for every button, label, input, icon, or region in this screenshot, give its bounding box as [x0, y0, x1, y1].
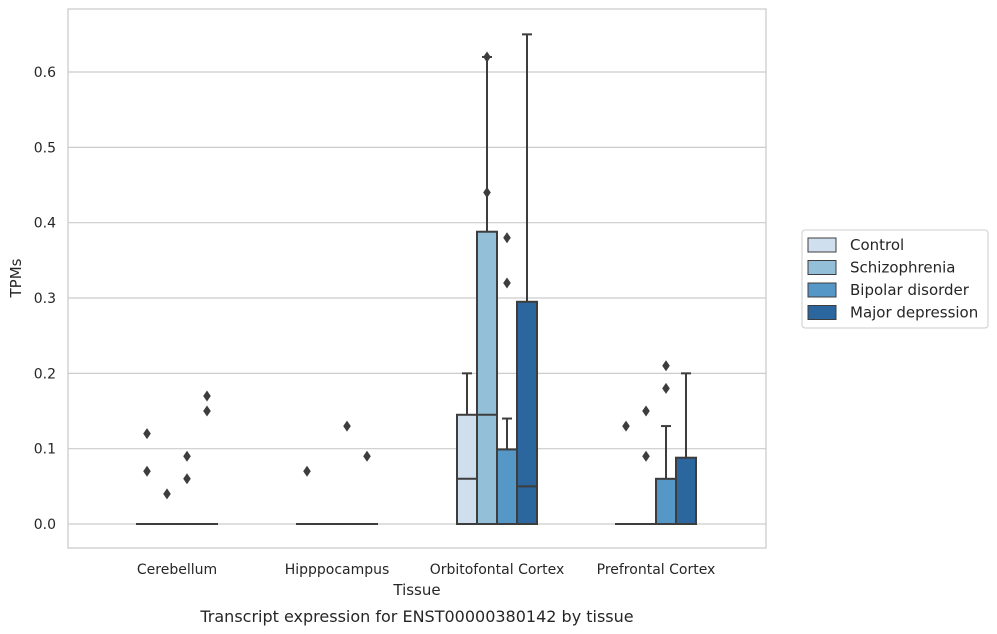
legend-label: Schizophrenia	[850, 259, 955, 277]
box-3-2	[516, 33, 538, 525]
outlier-marker	[622, 420, 630, 432]
box-1-3	[635, 405, 657, 526]
x-tick-label: Hipppocampus	[285, 562, 390, 578]
box-0-3	[615, 420, 637, 526]
outlier-marker	[363, 450, 371, 462]
gridlines	[68, 71, 766, 525]
legend-frame	[801, 229, 989, 329]
outlier-marker	[303, 465, 311, 477]
box-1-0	[156, 488, 178, 526]
outlier-marker	[203, 390, 211, 402]
box-body	[675, 456, 697, 525]
box-0-2	[456, 372, 478, 526]
box-body	[516, 300, 538, 525]
y-tick-label: 0.5	[34, 140, 56, 156]
outlier-marker	[662, 382, 670, 394]
chart-caption: Transcript expression for ENST0000038014…	[199, 607, 633, 626]
plot-area-frame	[67, 8, 767, 549]
legend-swatch	[807, 305, 837, 320]
outlier-marker	[503, 277, 511, 289]
box-body	[496, 448, 518, 526]
outlier-marker	[343, 420, 351, 432]
outlier-marker	[203, 405, 211, 417]
y-tick-label: 0.6	[34, 65, 56, 81]
y-axis-ticks: 0.0 0.1 0.2 0.3 0.4 0.5 0.6	[34, 65, 56, 533]
outlier-marker	[642, 450, 650, 462]
outlier-marker	[183, 450, 191, 462]
box-3-0	[196, 390, 218, 526]
box-2-2	[496, 232, 518, 526]
legend-swatch	[807, 282, 837, 298]
y-axis-title: TPMs	[7, 258, 25, 298]
outlier-marker	[642, 405, 650, 417]
outlier-marker	[143, 428, 151, 440]
outlier-marker	[503, 232, 511, 244]
box-3-1	[356, 450, 378, 526]
x-axis-title: Tissue	[392, 581, 440, 599]
legend-label: Major depression	[850, 304, 978, 322]
box-2-3	[655, 360, 677, 525]
box-1-2	[476, 51, 498, 525]
box-0-1	[296, 465, 318, 526]
legend: Control Schizophrenia Bipolar disorder Majo…	[801, 229, 989, 329]
legend-swatch	[807, 237, 837, 253]
legend-swatch	[807, 260, 837, 275]
outlier-marker	[183, 473, 191, 485]
box-3-3	[675, 372, 697, 525]
y-tick-label: 0.3	[34, 291, 56, 307]
legend-label: Control	[850, 236, 904, 254]
box-2-0	[176, 450, 198, 526]
legend-label: Bipolar disorder	[850, 281, 970, 299]
outlier-marker	[483, 51, 491, 63]
box-plot-marks	[136, 33, 697, 526]
outlier-marker	[483, 187, 491, 199]
y-tick-label: 0.0	[34, 517, 56, 533]
y-tick-label: 0.2	[34, 366, 56, 382]
outlier-marker	[662, 360, 670, 372]
x-tick-label: Prefrontal Cortex	[597, 562, 716, 578]
box-0-0	[136, 428, 158, 526]
outlier-marker	[163, 488, 171, 500]
y-tick-label: 0.1	[34, 442, 56, 458]
y-tick-label: 0.4	[34, 216, 56, 232]
x-axis-ticks: Cerebellum Hipppocampus Orbitofontal Corte…	[137, 562, 715, 578]
box-2-1	[336, 420, 358, 526]
x-tick-label: Cerebellum	[137, 562, 217, 578]
box-body	[476, 230, 498, 525]
box-body	[456, 413, 478, 526]
outlier-marker	[143, 465, 151, 477]
box-body	[655, 477, 677, 525]
x-tick-label: Orbitofontal Cortex	[430, 562, 565, 578]
